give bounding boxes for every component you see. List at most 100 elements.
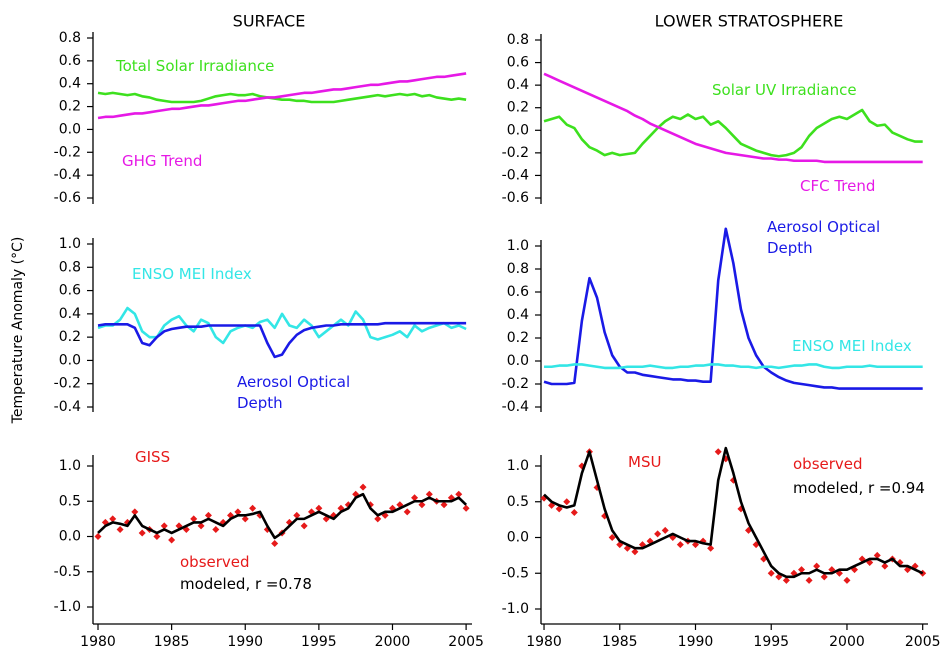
marker: [440, 501, 448, 509]
marker: [131, 508, 139, 516]
series-label: ENSO MEI Index: [132, 265, 252, 283]
y-tick-label: -0.4: [54, 399, 81, 415]
marker: [138, 529, 146, 537]
marker: [608, 534, 616, 541]
series-label: observed: [180, 553, 250, 571]
x-tick-label: 1990: [227, 634, 263, 647]
x-tick-label: 1985: [154, 634, 190, 647]
marker: [190, 515, 198, 523]
marker: [212, 525, 220, 533]
marker: [374, 515, 382, 523]
marker: [359, 483, 367, 491]
y-tick-label: 0.0: [59, 529, 81, 545]
marker: [116, 525, 124, 533]
marker: [300, 522, 308, 530]
x-tick-label: 1995: [301, 634, 337, 647]
series-label: modeled, r =0.94: [793, 479, 925, 497]
y-tick-label: -0.4: [502, 399, 529, 415]
series-label: ENSO MEI Index: [792, 337, 912, 355]
annotation: MSU: [628, 453, 662, 471]
marker: [293, 511, 301, 519]
y-tick-label: -0.5: [502, 565, 529, 581]
marker: [241, 515, 249, 523]
x-tick-label: 2005: [905, 634, 941, 647]
y-tick-label: 0.0: [507, 530, 529, 546]
y-tick-label: 0.2: [59, 99, 81, 115]
y-tick-label: 0.2: [507, 330, 529, 346]
marker: [160, 522, 168, 530]
y-tick-label: -0.4: [502, 167, 529, 183]
y-tick-label: 0.2: [507, 100, 529, 116]
marker: [631, 548, 639, 556]
y-tick-label: 0.4: [59, 76, 81, 92]
y-tick-label: 0.6: [507, 284, 529, 300]
series-line: [97, 91, 467, 104]
series-line: [543, 72, 923, 164]
series-line: [97, 72, 467, 120]
series-label: GHG Trend: [122, 152, 203, 170]
x-tick-label: 2000: [829, 634, 865, 647]
series-line: [97, 492, 468, 540]
series-label: observed: [793, 455, 863, 473]
y-tick-label: 0.0: [507, 122, 529, 138]
series-label: modeled, r =0.78: [180, 575, 312, 593]
x-tick-label: 2000: [375, 634, 411, 647]
marker: [425, 490, 433, 498]
marker: [843, 576, 851, 584]
y-tick-label: -1.0: [502, 601, 529, 617]
series-line: [543, 446, 924, 579]
y-tick-label: 0.0: [59, 121, 81, 137]
y-tick-label: -0.2: [54, 144, 81, 160]
y-tick-label: 0.6: [59, 53, 81, 69]
y-tick-label: 0.6: [507, 55, 529, 71]
marker: [411, 494, 419, 502]
y-tick-label: 0.0: [59, 352, 81, 368]
y-tick-label: 0.8: [59, 30, 81, 46]
series-line: [97, 321, 467, 359]
y-tick-label: 0.4: [59, 306, 81, 322]
y-tick-label: 1.0: [507, 458, 529, 474]
marker: [881, 562, 889, 570]
y-tick-label: 0.8: [507, 32, 529, 48]
y-tick-label: 0.4: [507, 77, 529, 93]
y-tick-label: 0.0: [507, 353, 529, 369]
x-tick-label: 1990: [678, 634, 714, 647]
marker: [767, 569, 775, 577]
series-label: Solar UV Irradiance: [712, 81, 857, 99]
marker: [462, 504, 470, 512]
series-line: [543, 108, 923, 158]
y-tick-label: -0.5: [54, 564, 81, 580]
annotation: GISS: [135, 448, 171, 466]
y-tick-label: -0.6: [54, 190, 81, 206]
y-tick-label: 1.0: [59, 236, 81, 252]
series-label: CFC Trend: [800, 177, 876, 195]
y-tick-label: 0.6: [59, 283, 81, 299]
y-tick-label: -1.0: [54, 599, 81, 615]
y-tick-label: 1.0: [507, 238, 529, 254]
x-tick-label: 1995: [753, 634, 789, 647]
x-tick-label: 1980: [80, 634, 116, 647]
marker: [661, 526, 669, 534]
y-tick-label: 0.4: [507, 307, 529, 323]
series-line: [97, 306, 467, 345]
y-tick-label: -0.6: [502, 190, 529, 206]
marker: [197, 522, 205, 530]
marker: [676, 541, 684, 549]
x-tick-label: 1985: [602, 634, 638, 647]
y-tick-label: -0.2: [502, 376, 529, 392]
series-line: [544, 363, 923, 370]
marker: [820, 573, 828, 581]
series-label: Total Solar Irradiance: [116, 57, 275, 75]
y-tick-label: 1.0: [59, 458, 81, 474]
x-tick-label: 2005: [448, 634, 484, 647]
marker: [873, 551, 881, 559]
marker: [654, 530, 662, 538]
y-tick-label: 0.5: [507, 494, 529, 510]
y-axis-label: Temperature Anomaly (°C): [10, 237, 26, 425]
marker: [271, 540, 279, 548]
y-tick-label: -0.2: [502, 145, 529, 161]
marker: [782, 576, 790, 584]
panel-title: SURFACE: [233, 12, 306, 31]
marker: [714, 448, 722, 456]
